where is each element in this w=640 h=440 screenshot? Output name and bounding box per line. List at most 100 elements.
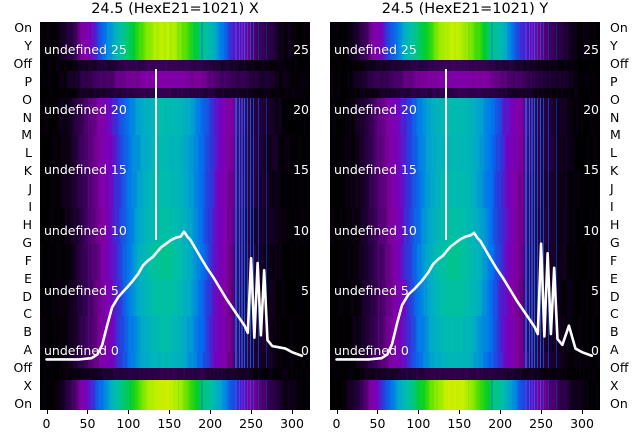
heatmap-fringe-9 — [265, 135, 267, 172]
heatmap-band-3 — [330, 88, 600, 98]
heatmap-fringe-4 — [244, 22, 246, 60]
heatmap-fringe-0 — [491, 352, 493, 368]
x-tick-label-0: 0 — [42, 416, 51, 431]
x-tick-mark-150 — [459, 410, 461, 414]
x-tick-mark-200 — [210, 410, 212, 414]
heatmap-fringe-7 — [253, 135, 255, 172]
panel-y: 24.5 (HexE21=1021) Y undefined 0 undefined… — [330, 1, 600, 410]
heatmap-fringe-6 — [250, 207, 252, 244]
heatmap-fringe-3 — [531, 279, 534, 316]
category-tick-right-2: Off — [610, 55, 629, 71]
heatmap-fringe-9 — [265, 97, 267, 136]
category-tick-right-11: H — [610, 216, 620, 232]
heatmap-fringe-1 — [525, 171, 528, 208]
heatmap-fringe-5 — [246, 352, 249, 368]
heatmap-fringe-4 — [244, 279, 246, 316]
heatmap-fringe-2 — [528, 243, 530, 280]
heatmap-fringe-2 — [528, 135, 530, 172]
heatmap-fringe-0 — [491, 279, 493, 316]
heatmap-fringe-0 — [491, 207, 493, 244]
heatmap-fringe-7 — [543, 380, 545, 410]
heatmap-fringe-11 — [88, 380, 89, 410]
heatmap-fringe-2 — [238, 135, 240, 172]
category-tick-right-3: P — [610, 73, 618, 89]
panel-x-ytick-25: undefined 25 — [44, 41, 127, 57]
heatmap-band-11 — [330, 352, 600, 368]
panel-y-ytick-0: undefined 0 — [334, 343, 409, 359]
panel-y-ytick-right-5: 5 — [591, 284, 599, 297]
heatmap-fringe-8 — [547, 380, 550, 410]
heatmap-fringe-1 — [235, 279, 238, 316]
heatmap-fringe-3 — [241, 207, 244, 244]
heatmap-fringe-1 — [525, 135, 528, 172]
heatmap-fringe-5 — [536, 207, 539, 244]
heatmap-fringe-10 — [178, 279, 180, 316]
panel-y-ytick-20: undefined 20 — [334, 102, 417, 118]
heatmap-fringe-10 — [468, 207, 470, 244]
category-tick-left-7: L — [25, 145, 32, 161]
heatmap-fringe-10 — [178, 97, 180, 136]
category-tick-right-17: B — [610, 324, 619, 340]
heatmap-fringe-8 — [547, 352, 550, 368]
heatmap-fringe-4 — [244, 135, 246, 172]
right-category-axis: On Y Off P O N M L K J I H G F E D C B A Off X On — [606, 21, 640, 410]
heatmap-fringe-1 — [235, 207, 238, 244]
heatmap-fringe-11 — [88, 207, 89, 244]
heatmap-fringe-3 — [241, 135, 244, 172]
heatmap-fringe-2 — [238, 380, 240, 410]
left-category-axis: On Y Off P O N M L K J I H G F E D C B A Off X On — [0, 21, 34, 410]
category-tick-left-6: M — [21, 127, 32, 143]
heatmap-fringe-8 — [257, 352, 260, 368]
heatmap-fringe-9 — [265, 352, 267, 368]
x-tick-label-200: 200 — [198, 416, 223, 431]
heatmap-fringe-11 — [88, 22, 89, 60]
heatmap-fringe-1 — [525, 22, 528, 60]
heatmap-fringe-4 — [534, 207, 536, 244]
heatmap-fringe-3 — [241, 316, 244, 353]
x-tick-label-200: 200 — [488, 416, 513, 431]
heatmap-band-6 — [330, 171, 600, 208]
category-tick-right-15: D — [610, 288, 620, 304]
heatmap-band-13 — [40, 380, 310, 410]
heatmap-fringe-6 — [250, 279, 252, 316]
heatmap-band-1 — [40, 59, 310, 72]
heatmap-fringe-2 — [238, 279, 240, 316]
heatmap-fringe-2 — [528, 207, 530, 244]
heatmap-fringe-6 — [540, 352, 542, 368]
heatmap-fringe-4 — [244, 380, 246, 410]
heatmap-fringe-5 — [536, 352, 539, 368]
heatmap-fringe-6 — [250, 135, 252, 172]
panel-x-ytick-10: undefined 10 — [44, 222, 127, 238]
heatmap-fringe-6 — [540, 279, 542, 316]
heatmap-fringe-8 — [547, 171, 550, 208]
heatmap-band-7 — [40, 207, 310, 244]
panel-x-ytick-5: undefined 5 — [44, 282, 119, 298]
panel-x-ytick-right-10: 10 — [293, 224, 309, 237]
heatmap-band-13 — [330, 380, 600, 410]
heatmap-fringe-1 — [525, 352, 528, 368]
heatmap-fringe-5 — [246, 22, 249, 60]
heatmap-fringe-11 — [88, 279, 89, 316]
heatmap-fringe-4 — [534, 316, 536, 353]
heatmap-fringe-4 — [534, 97, 536, 136]
heatmap-fringe-5 — [246, 380, 249, 410]
heatmap-fringe-9 — [555, 207, 557, 244]
heatmap-fringe-4 — [244, 316, 246, 353]
heatmap-fringe-0 — [201, 316, 203, 353]
heatmap-fringe-11 — [378, 135, 379, 172]
heatmap-fringe-7 — [543, 135, 545, 172]
heatmap-fringe-5 — [246, 207, 249, 244]
heatmap-fringe-10 — [468, 243, 470, 280]
panel-x-ytick-right-25: 25 — [293, 43, 309, 56]
heatmap-band-2 — [330, 71, 600, 89]
heatmap-fringe-3 — [531, 380, 534, 410]
heatmap-fringe-8 — [257, 243, 260, 280]
heatmap-fringe-2 — [528, 316, 530, 353]
heatmap-fringe-8 — [257, 207, 260, 244]
heatmap-fringe-11 — [378, 279, 379, 316]
heatmap-band-1 — [330, 59, 600, 72]
heatmap-fringe-0 — [491, 135, 493, 172]
x-tick-mark-50 — [377, 410, 379, 414]
heatmap-fringe-3 — [241, 352, 244, 368]
heatmap-fringe-0 — [491, 171, 493, 208]
